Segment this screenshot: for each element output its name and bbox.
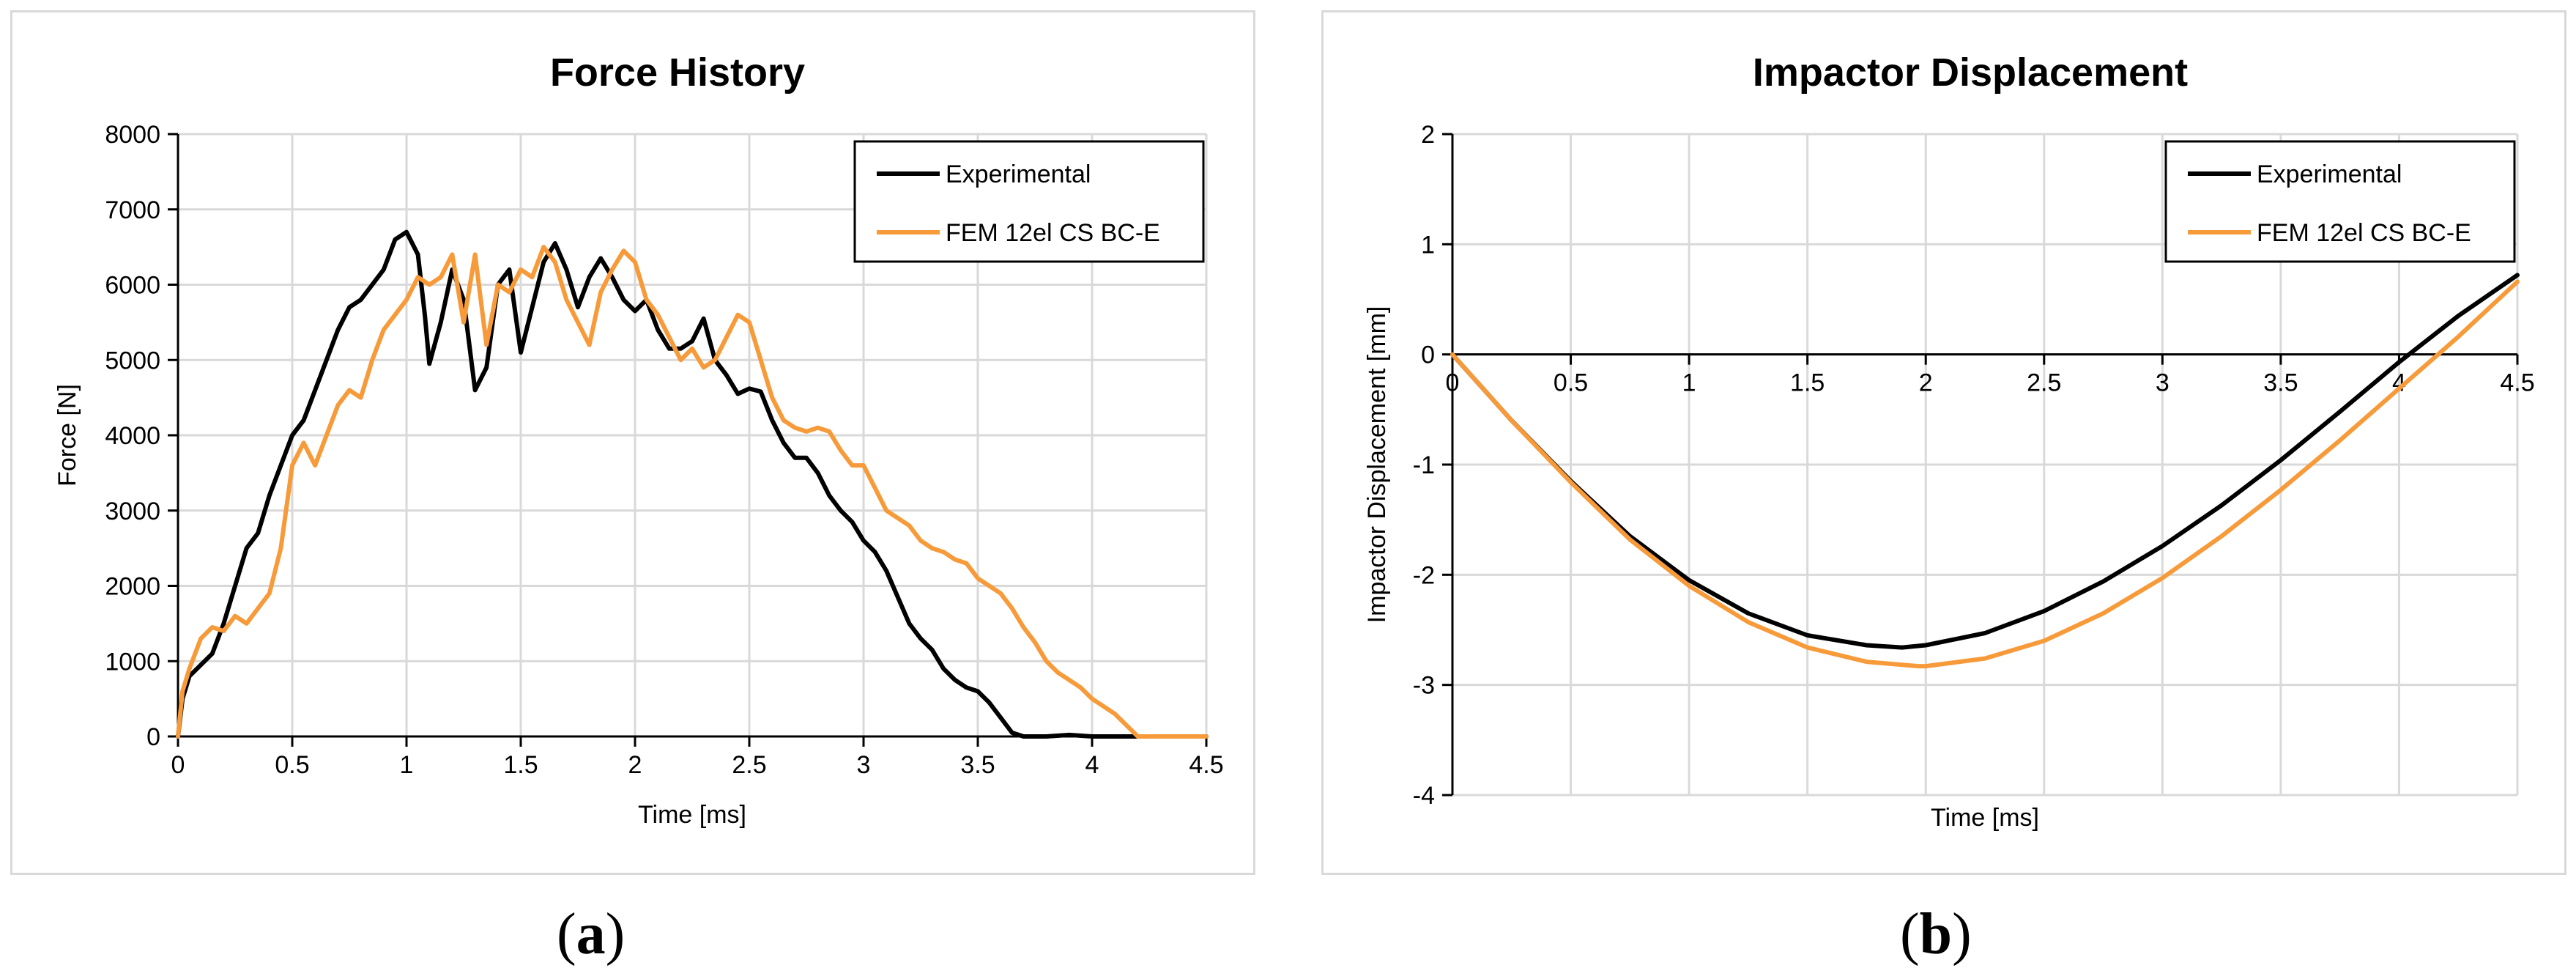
y-tick-label: 7000: [105, 196, 160, 224]
legend-label: Experimental: [946, 160, 1091, 188]
y-tick-label: 2: [1421, 121, 1435, 149]
x-tick-label: 3: [857, 751, 871, 779]
legend-box: [853, 140, 1205, 263]
x-tick-label: 0: [1446, 369, 1460, 397]
y-tick-label: 1000: [105, 648, 160, 676]
y-tick-label: 3000: [105, 498, 160, 525]
legend-label: FEM 12el CS BC-E: [946, 219, 1160, 247]
chart-title: Impactor Displacement: [1753, 51, 2188, 95]
force-history-panel: 0 1000 2000 3000 4000 5000 6000 7000 8000 0 0.5 1 1.…: [10, 10, 1255, 875]
x-axis-label: Time [ms]: [1931, 804, 2039, 832]
legend-box: [2164, 140, 2516, 263]
series-line-fem: [1450, 279, 2520, 669]
caption-b: (b): [1900, 902, 1972, 967]
y-tick-label: 6000: [105, 272, 160, 300]
y-tick-label: -4: [1413, 782, 1435, 810]
y-tick-label: 0: [1421, 341, 1435, 369]
y-tick-label: 1: [1421, 231, 1435, 259]
y-tick-label: 8000: [105, 121, 160, 149]
y-tick-label: -1: [1413, 451, 1435, 479]
x-tick-label: 3: [2156, 369, 2169, 397]
y-axis-label: Force [N]: [53, 384, 81, 487]
series-line-fem: [176, 245, 1209, 739]
legend-label: FEM 12el CS BC-E: [2257, 219, 2471, 247]
x-tick-label: 1.5: [503, 751, 538, 779]
x-tick-label: 0.5: [275, 751, 309, 779]
x-tick-label: 0.5: [1554, 369, 1588, 397]
x-tick-label: 2: [628, 751, 642, 779]
x-tick-label: 4.5: [2500, 369, 2534, 397]
y-tick-label: 4000: [105, 422, 160, 450]
x-tick-label: 1.5: [1790, 369, 1825, 397]
x-tick-label: 0: [171, 751, 185, 779]
y-tick-label: 5000: [105, 347, 160, 374]
x-tick-label: 2: [1919, 369, 1933, 397]
x-tick-label: 2.5: [2027, 369, 2061, 397]
x-tick-label: 2.5: [732, 751, 766, 779]
x-axis-label: Time [ms]: [638, 801, 746, 829]
caption-a: (a): [557, 902, 626, 967]
x-tick-label: 3.5: [960, 751, 995, 779]
y-tick-label: -3: [1413, 672, 1435, 700]
legend-label: Experimental: [2257, 160, 2402, 188]
x-tick-label: 1: [1682, 369, 1696, 397]
x-tick-label: 4.5: [1189, 751, 1223, 779]
series-line-experimental: [1450, 273, 2520, 650]
impactor-displacement-panel: -4 -3 -2 -1 0 1 2 0 0.5 1 1.5 2 2.5 3 3.5 4 4.5 Impactor …: [1321, 10, 2566, 875]
x-tick-label: 4: [1085, 751, 1099, 779]
y-axis-label: Impactor Displacement [mm]: [1363, 306, 1391, 624]
x-tick-label: 3.5: [2263, 369, 2298, 397]
y-tick-label: 0: [146, 723, 160, 751]
x-tick-label: 1: [400, 751, 414, 779]
chart-title: Force History: [550, 51, 805, 95]
series-line-experimental: [176, 229, 1209, 739]
y-tick-label: -2: [1413, 561, 1435, 589]
y-tick-label: 2000: [105, 573, 160, 601]
force-history-chart: 0 1000 2000 3000 4000 5000 6000 7000 8000 0 0.5 1 1.…: [53, 51, 1224, 829]
